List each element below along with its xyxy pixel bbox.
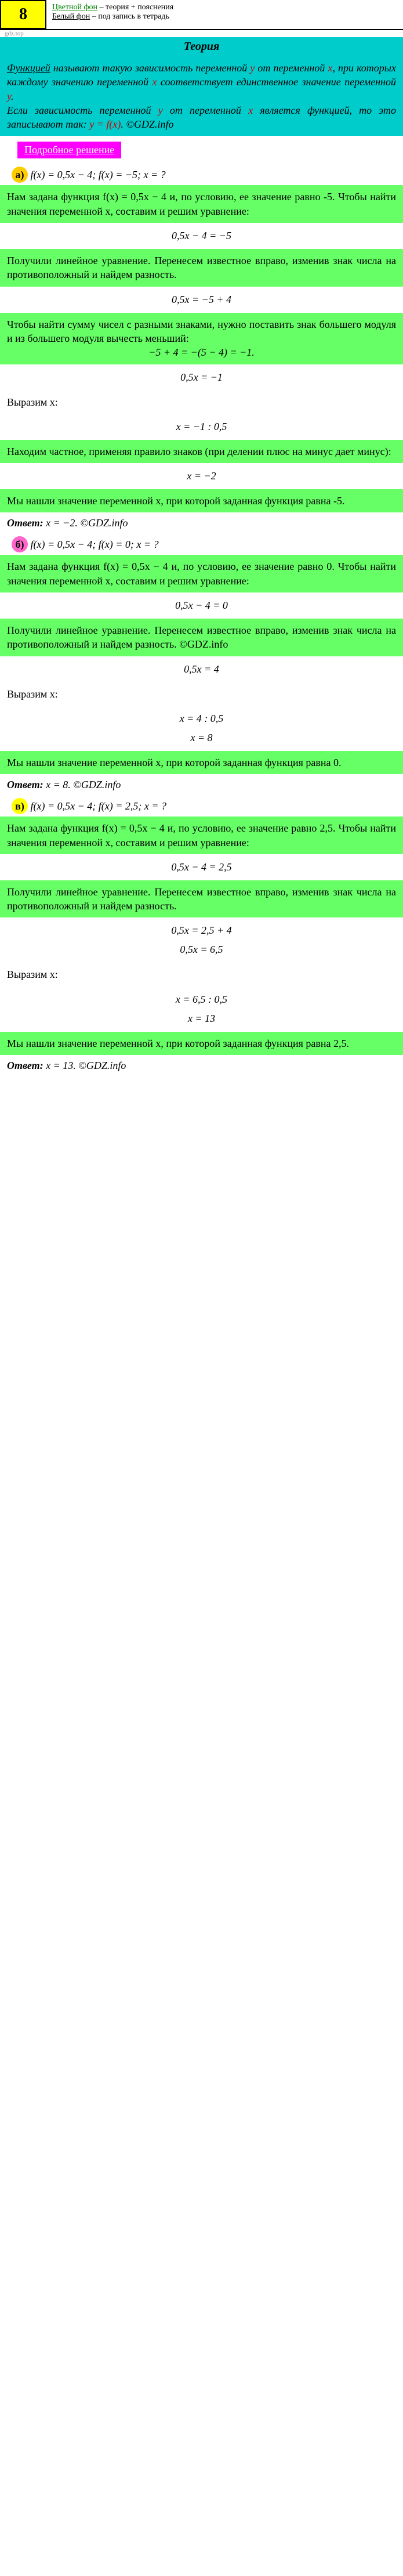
page-header: 8 Цветной фон – теория + пояснения Белый… — [0, 0, 403, 30]
part-v-setup: Нам задана функция f(x) = 0,5x − 4 и, по… — [0, 816, 403, 854]
part-v-express: Выразим x: — [0, 963, 403, 986]
legend-color-desc: – теория + пояснения — [97, 3, 173, 12]
part-v-label: в) — [12, 798, 28, 814]
part-b-conclusion: Мы нашли значение переменной x, при кото… — [0, 751, 403, 774]
part-v-eq2: 0,5x = 2,5 + 4 — [0, 917, 403, 944]
part-v-eq4: x = 13 — [0, 1013, 403, 1032]
legend-white-desc: – под запись в тетрадь — [90, 12, 169, 21]
part-a-step1: Получили линейное уравнение. Перенесем и… — [0, 249, 403, 287]
part-a-eq2: 0,5x = −5 + 4 — [0, 287, 403, 313]
problem-number: 8 — [0, 0, 46, 29]
part-a-label: а) — [12, 167, 28, 183]
legend-white-label: Белый фон — [52, 12, 90, 21]
part-v-conclusion: Мы нашли значение переменной x, при кото… — [0, 1032, 403, 1055]
theory-body: Функцией называют такую зависимость пере… — [0, 56, 403, 136]
part-v-step1: Получили линейное уравнение. Перенесем и… — [0, 880, 403, 918]
part-v-eq1: 0,5x − 4 = 2,5 — [0, 854, 403, 880]
solution-label-wrap: Подробное решение — [0, 136, 403, 164]
part-a-eq1: 0,5x − 4 = −5 — [0, 223, 403, 249]
part-b-label: б) — [12, 536, 28, 552]
watermark: gdz.top — [0, 30, 403, 37]
part-b-eq2: 0,5x = 4 — [0, 656, 403, 682]
part-b-eq4: x = 8 — [0, 732, 403, 751]
theory-title: Теория — [0, 37, 403, 56]
part-v-eq3: x = 6,5 : 0,5 — [0, 987, 403, 1013]
part-a-step2: Чтобы найти сумму чисел с разными знакам… — [0, 313, 403, 364]
part-a-header: а) f(x) = 0,5x − 4; f(x) = −5; x = ? — [0, 164, 403, 185]
legend-box: Цветной фон – теория + пояснения Белый ф… — [46, 0, 403, 29]
part-a-eq5: x = −2 — [0, 463, 403, 489]
part-b-given: f(x) = 0,5x − 4; f(x) = 0; x = ? — [31, 539, 159, 550]
part-v-header: в) f(x) = 0,5x − 4; f(x) = 2,5; x = ? — [0, 796, 403, 816]
part-v-given: f(x) = 0,5x − 4; f(x) = 2,5; x = ? — [31, 800, 167, 812]
part-a-conclusion: Мы нашли значение переменной x, при кото… — [0, 489, 403, 512]
part-a-given: f(x) = 0,5x − 4; f(x) = −5; x = ? — [31, 169, 166, 180]
legend-color-label: Цветной фон — [52, 3, 97, 12]
part-v-answer: Ответ: x = 13. ©GDZ.info — [0, 1055, 403, 1076]
part-a-setup: Нам задана функция f(x) = 0,5x − 4 и, по… — [0, 185, 403, 223]
solution-label: Подробное решение — [17, 142, 121, 158]
part-v-eq2b: 0,5x = 6,5 — [0, 944, 403, 963]
part-a-answer: Ответ: x = −2. ©GDZ.info — [0, 512, 403, 534]
part-a-express: Выразим x: — [0, 391, 403, 414]
part-b-setup: Нам задана функция f(x) = 0,5x − 4 и, по… — [0, 555, 403, 592]
part-b-step1: Получили линейное уравнение. Перенесем и… — [0, 619, 403, 656]
part-b-express: Выразим x: — [0, 682, 403, 706]
part-b-answer: Ответ: x = 8. ©GDZ.info — [0, 774, 403, 796]
part-a-eq3: 0,5x = −1 — [0, 364, 403, 391]
part-a-step3: Находим частное, применяя правило знаков… — [0, 440, 403, 463]
part-b-header: б) f(x) = 0,5x − 4; f(x) = 0; x = ? — [0, 534, 403, 555]
part-b-eq3: x = 4 : 0,5 — [0, 706, 403, 732]
part-a-eq4: x = −1 : 0,5 — [0, 414, 403, 440]
part-b-eq1: 0,5x − 4 = 0 — [0, 592, 403, 619]
